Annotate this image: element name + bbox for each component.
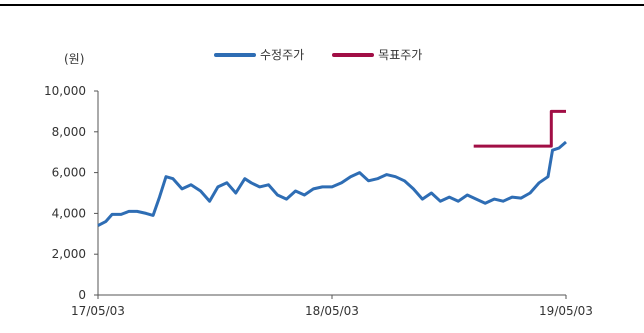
- series-line-target-price: [473, 109, 566, 148]
- top-rule: [0, 4, 644, 6]
- x-tick-label: 17/05/03: [71, 304, 125, 318]
- y-tick-label: 0: [78, 288, 86, 302]
- legend-label-adjusted-price: 수정주가: [260, 48, 305, 62]
- x-tick-label: 19/05/03: [539, 304, 593, 318]
- series-lines: [97, 109, 567, 227]
- legend-swatch-adjusted-price: [214, 52, 256, 57]
- legend-swatch-target-price: [332, 52, 375, 57]
- legend-item-target-price: 목표주가: [332, 46, 422, 63]
- y-tick-label: 8,000: [52, 125, 86, 139]
- y-tick-label: 6,000: [52, 166, 86, 180]
- axes: 10,000 8,000 6,000 4,000 2,000 0 17/05/03 18/05…: [44, 84, 593, 318]
- y-unit-label: (원): [64, 52, 85, 66]
- legend-item-adjusted-price: 수정주가: [214, 46, 304, 63]
- y-tick-label: 4,000: [52, 206, 86, 220]
- y-tick-label: 2,000: [52, 247, 86, 261]
- legend-label-target-price: 목표주가: [378, 48, 423, 62]
- series-line-adjusted-price: [97, 140, 567, 227]
- x-tick-label: 18/05/03: [305, 304, 359, 318]
- y-tick-label: 10,000: [44, 84, 86, 98]
- legend: 수정주가 목표주가: [214, 46, 450, 63]
